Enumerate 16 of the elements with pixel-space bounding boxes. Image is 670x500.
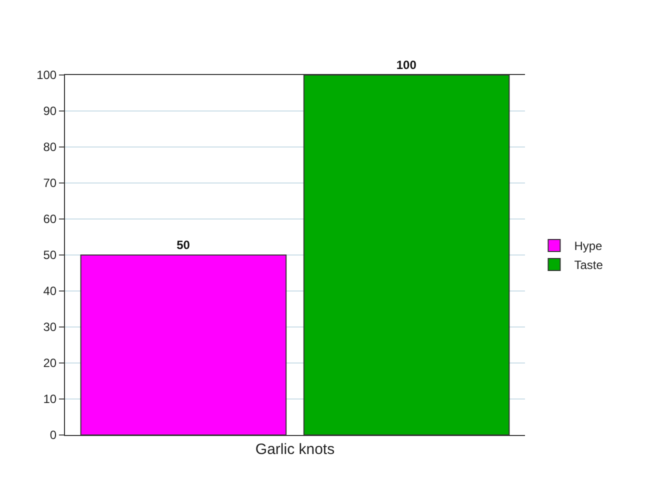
y-tick-label: 60: [43, 212, 57, 226]
y-tick-label: 30: [43, 320, 57, 334]
legend-label: Taste: [574, 258, 604, 272]
data-label: 50: [176, 238, 190, 252]
y-tick-label: 0: [50, 428, 57, 442]
y-tick-label: 80: [43, 140, 57, 154]
y-tick-label: 90: [43, 104, 57, 118]
legend-label: Hype: [574, 239, 603, 254]
y-tick-label: 40: [43, 284, 57, 298]
y-tick-label: 100: [36, 68, 57, 82]
data-label: 100: [396, 58, 417, 72]
x-tick-label: Garlic knots: [255, 441, 335, 458]
y-tick-label: 70: [43, 176, 57, 190]
y-tick-label: 10: [43, 392, 57, 406]
y-tick-label: 50: [43, 248, 57, 262]
y-tick-label: 20: [43, 356, 57, 370]
